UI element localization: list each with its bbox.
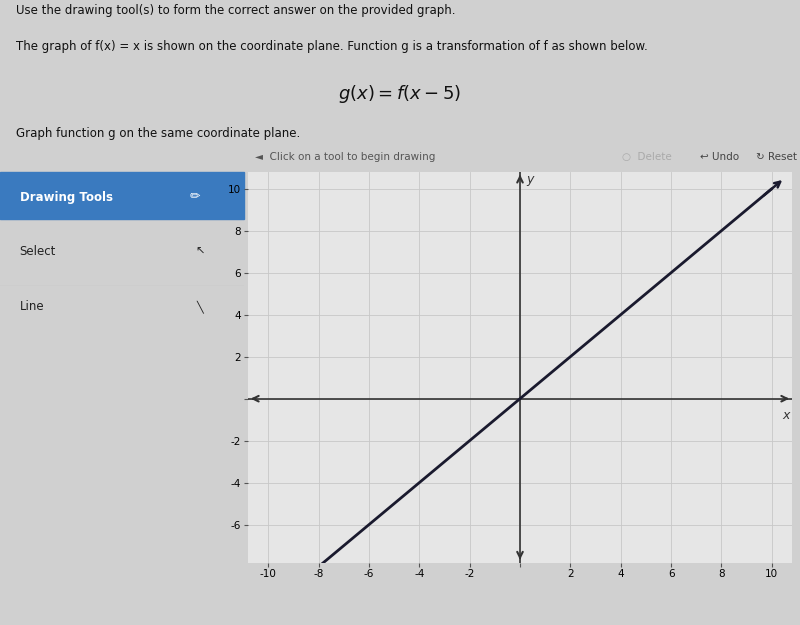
Bar: [0, 172, 244, 219]
Text: ↻ Reset: ↻ Reset: [755, 152, 797, 162]
Text: Drawing Tools: Drawing Tools: [19, 191, 113, 204]
Text: ○  Delete: ○ Delete: [622, 152, 672, 162]
Text: The graph of f(x) = x is shown on the coordinate plane. Function g is a transfor: The graph of f(x) = x is shown on the co…: [16, 40, 648, 53]
Text: Select: Select: [19, 246, 56, 259]
Text: ✏: ✏: [190, 191, 201, 204]
Text: ↖: ↖: [195, 247, 205, 257]
Text: ↩ Undo: ↩ Undo: [700, 152, 739, 162]
Text: ◄  Click on a tool to begin drawing: ◄ Click on a tool to begin drawing: [255, 152, 435, 162]
Text: x: x: [782, 409, 790, 422]
Text: Line: Line: [19, 300, 44, 313]
Text: ╲: ╲: [197, 300, 203, 313]
Text: y: y: [526, 173, 534, 186]
Text: Use the drawing tool(s) to form the correct answer on the provided graph.: Use the drawing tool(s) to form the corr…: [16, 4, 455, 18]
Text: $g(x) = f(x - 5)$: $g(x) = f(x - 5)$: [338, 83, 462, 106]
Text: Graph function g on the same coordinate plane.: Graph function g on the same coordinate …: [16, 126, 300, 139]
